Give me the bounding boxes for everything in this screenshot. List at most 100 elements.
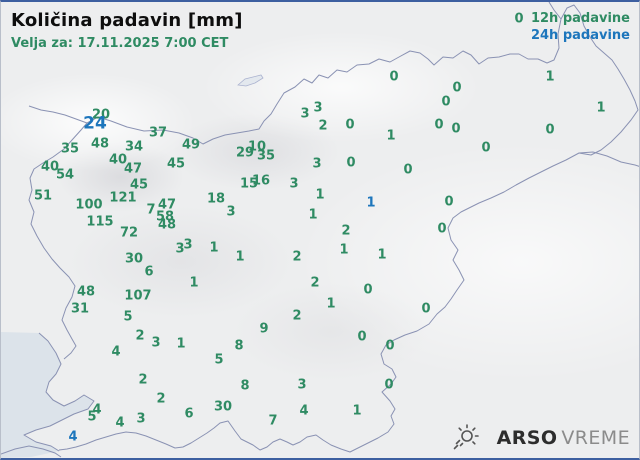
station-value-12h: 0 xyxy=(444,194,454,210)
station-value-12h: 0 xyxy=(389,69,399,85)
station-value-12h: 1 xyxy=(189,275,199,291)
station-value-12h: 8 xyxy=(240,378,250,394)
station-value-12h: 1 xyxy=(326,296,336,312)
station-value-12h: 7 xyxy=(268,413,278,429)
station-value-12h: 4 xyxy=(115,415,125,431)
station-value-12h: 3 xyxy=(226,204,236,220)
legend-12h-label: 12h padavine xyxy=(530,11,630,26)
station-value-12h: 1 xyxy=(176,336,186,352)
station-value-12h: 49 xyxy=(181,137,201,153)
station-value-12h: 0 xyxy=(451,121,461,137)
station-value-12h: 1 xyxy=(377,247,387,263)
station-value-12h: 1 xyxy=(545,69,555,85)
station-value-12h: 72 xyxy=(119,225,139,241)
station-value-12h: 6 xyxy=(184,406,194,422)
station-value-12h: 3 xyxy=(297,377,307,393)
station-value-12h: 45 xyxy=(129,177,149,193)
station-value-12h: 8 xyxy=(234,338,244,354)
station-value-12h: 47 xyxy=(157,197,177,213)
station-value-12h: 5 xyxy=(214,352,224,368)
station-value-12h: 0 xyxy=(357,329,367,345)
station-value-12h: 3 xyxy=(183,237,193,253)
station-value-12h: 0 xyxy=(346,155,356,171)
station-value-12h: 3 xyxy=(289,176,299,192)
station-value-12h: 54 xyxy=(55,167,75,183)
station-value-12h: 30 xyxy=(213,399,233,415)
station-value-12h: 2 xyxy=(156,391,166,407)
station-value-12h: 1 xyxy=(308,207,318,223)
station-value-12h: 0 xyxy=(385,338,395,354)
station-value-12h: 35 xyxy=(256,148,276,164)
station-value-12h: 9 xyxy=(259,321,269,337)
station-value-12h: 100 xyxy=(75,197,103,213)
station-value-12h: 45 xyxy=(166,156,186,172)
station-value-12h: 4 xyxy=(111,344,121,360)
station-value-12h: 3 xyxy=(313,100,323,116)
station-value-12h: 115 xyxy=(86,214,114,230)
station-value-12h: 0 xyxy=(363,282,373,298)
station-value-12h: 48 xyxy=(157,217,177,233)
station-value-12h: 2 xyxy=(292,308,302,324)
slovenia-border xyxy=(58,4,639,453)
station-value-12h: 0 xyxy=(403,162,413,178)
station-value-12h: 4 xyxy=(92,402,102,418)
station-value-12h: 5 xyxy=(123,309,133,325)
station-value-12h: 5 xyxy=(87,409,97,425)
istria-coast-line xyxy=(1,445,62,458)
station-value-12h: 31 xyxy=(70,301,90,317)
station-value-12h: 48 xyxy=(76,284,96,300)
station-value-12h: 15 xyxy=(239,176,259,192)
station-value-12h: 16 xyxy=(251,173,271,189)
station-value-12h: 0 xyxy=(514,11,524,27)
hungary-croatia-border xyxy=(578,151,639,167)
station-value-12h: 40 xyxy=(108,152,128,168)
station-value-12h: 2 xyxy=(310,275,320,291)
station-value-12h: 40 xyxy=(40,159,60,175)
station-value-12h: 2 xyxy=(135,328,145,344)
station-value-12h: 1 xyxy=(352,403,362,419)
station-value-12h: 2 xyxy=(318,118,328,134)
station-value-12h: 1 xyxy=(235,249,245,265)
station-value-12h: 20 xyxy=(91,107,111,123)
station-value-12h: 3 xyxy=(151,335,161,351)
lake-shape xyxy=(237,74,264,87)
italy-border xyxy=(28,122,88,360)
valid-time-label: Velja za: 17.11.2025 7:00 CET xyxy=(11,36,229,51)
station-value-12h: 0 xyxy=(434,117,444,133)
station-value-12h: 18 xyxy=(206,191,226,207)
station-value-12h: 47 xyxy=(123,161,143,177)
station-value-12h: 3 xyxy=(136,411,146,427)
brand-arso: ARSO xyxy=(496,427,558,449)
sea-area xyxy=(1,332,94,458)
arso-vreme-logo: ARSO VREME xyxy=(451,424,630,452)
station-value-12h: 6 xyxy=(144,264,154,280)
station-value-12h: 35 xyxy=(60,141,80,157)
station-value-12h: 7 xyxy=(146,202,156,218)
station-value-12h: 0 xyxy=(384,377,394,393)
legend: 12h padavine 24h padavine xyxy=(531,10,630,44)
station-value-12h: 3 xyxy=(175,241,185,257)
station-value-12h: 3 xyxy=(312,156,322,172)
station-value-12h: 2 xyxy=(341,223,351,239)
station-value-12h: 51 xyxy=(33,188,53,204)
station-value-12h: 4 xyxy=(299,403,309,419)
austria-hungary-border xyxy=(548,2,562,20)
station-value-12h: 30 xyxy=(124,251,144,267)
brand-name: ARSO VREME xyxy=(497,427,630,449)
station-value-12h: 1 xyxy=(386,128,396,144)
station-value-24h: 4 xyxy=(68,429,78,445)
station-value-12h: 1 xyxy=(315,187,325,203)
station-value-12h: 0 xyxy=(481,140,491,156)
station-value-12h: 0 xyxy=(545,122,555,138)
station-value-12h: 0 xyxy=(345,117,355,133)
station-value-12h: 1 xyxy=(596,100,606,116)
station-value-12h: 0 xyxy=(421,301,431,317)
legend-24h-label: 24h padavine xyxy=(530,28,630,43)
station-value-12h: 2 xyxy=(138,372,148,388)
station-value-12h: 3 xyxy=(300,106,310,122)
station-value-12h: 37 xyxy=(148,125,168,141)
station-value-24h: 24 xyxy=(83,113,107,134)
station-value-12h: 107 xyxy=(124,288,152,304)
